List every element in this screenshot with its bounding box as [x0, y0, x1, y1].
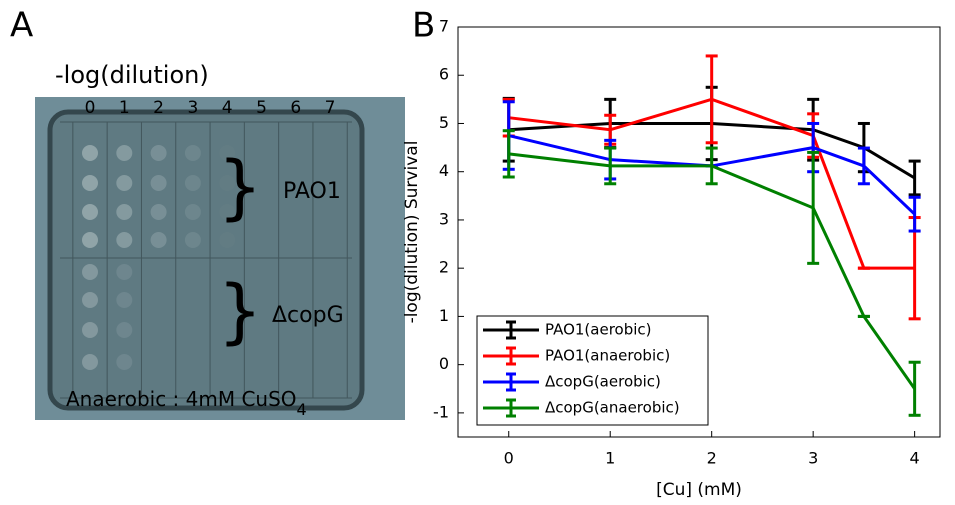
plate-caption: Anaerobic : 4mM CuSO4: [66, 387, 307, 419]
series-line: [508, 134, 916, 216]
spot: [184, 204, 201, 220]
panel-label: B: [412, 6, 435, 46]
legend-label: ΔcopG(aerobic): [545, 373, 661, 391]
group-label: ΔcopG: [272, 303, 344, 328]
y-tick-label: 7: [439, 17, 449, 36]
caption-subscript: 4: [297, 400, 307, 419]
error-bar: [807, 150, 820, 265]
column-label: 1: [119, 98, 130, 118]
spot: [116, 322, 133, 338]
y-tick-label: 4: [439, 161, 449, 180]
spot: [82, 354, 98, 370]
plate: [47, 109, 365, 411]
panel-label: A: [10, 6, 33, 46]
spot: [184, 232, 201, 248]
series-line: [508, 121, 916, 180]
y-tick-label: 6: [439, 65, 449, 84]
spot: [82, 264, 98, 280]
brace: }: [218, 270, 263, 352]
spot: [116, 354, 133, 370]
column-label: 2: [153, 98, 164, 118]
spot: [116, 175, 133, 191]
plate-title: -log(dilution): [55, 61, 209, 89]
error-bar: [502, 129, 515, 179]
spot: [82, 232, 98, 248]
y-tick-label: 0: [439, 354, 449, 373]
spot: [184, 175, 201, 191]
brace: }: [218, 146, 263, 228]
x-tick-label: 1: [605, 449, 615, 468]
spot: [116, 264, 133, 280]
plot-frame: [457, 26, 941, 438]
chart: -1 0 1 2 3 4 5 6 7 0 1 2 3 4 [Cu] (mM) -log(dilution) S…: [402, 17, 941, 500]
y-axis-label: -log(dilution) Survival: [402, 141, 422, 324]
spot: [116, 232, 133, 248]
error-bar: [908, 159, 921, 197]
y-tick-label: 1: [439, 306, 449, 325]
spot: [82, 145, 98, 161]
spot: [150, 204, 167, 220]
y-tick-label: 3: [439, 209, 449, 228]
column-label: 3: [187, 98, 198, 118]
x-tick-label: 4: [910, 449, 920, 468]
error-bar: [908, 195, 921, 233]
x-tick-label: 0: [504, 449, 514, 468]
column-label: 4: [222, 98, 233, 118]
spot: [150, 145, 167, 161]
error-bar: [908, 360, 921, 417]
spot: [219, 232, 235, 248]
spot: [82, 204, 98, 220]
plate-grid: [60, 121, 352, 399]
legend-label: PAO1(aerobic): [545, 321, 652, 339]
column-label: 5: [256, 98, 267, 118]
legend-label: ΔcopG(anaerobic): [545, 399, 680, 417]
column-label: 0: [85, 98, 96, 118]
y-tick-label: -1: [433, 402, 449, 421]
series-line: [508, 97, 915, 270]
error-bar: [604, 146, 617, 186]
spot: [116, 204, 133, 220]
column-label: 7: [325, 98, 336, 118]
error-bar: [705, 54, 718, 145]
error-bar: [857, 146, 870, 186]
error-bar: [705, 146, 718, 186]
spot: [82, 322, 98, 338]
spot: [116, 292, 133, 308]
spot: [116, 145, 133, 161]
group-label: PAO1: [283, 179, 341, 204]
y-tick-label: 2: [439, 258, 449, 277]
spot: [150, 232, 167, 248]
column-label: 6: [290, 98, 301, 118]
x-tick-label: 2: [707, 449, 717, 468]
series-line: [508, 152, 916, 390]
spot: [150, 175, 167, 191]
x-tick-label: 3: [808, 449, 818, 468]
spot: [82, 175, 98, 191]
spot: [82, 292, 98, 308]
caption-text: Anaerobic : 4mM CuSO: [66, 387, 297, 411]
legend-label: PAO1(anaerobic): [545, 347, 670, 365]
spot: [184, 145, 201, 161]
y-tick-label: 5: [439, 113, 449, 132]
x-axis-label: [Cu] (mM): [656, 480, 742, 500]
